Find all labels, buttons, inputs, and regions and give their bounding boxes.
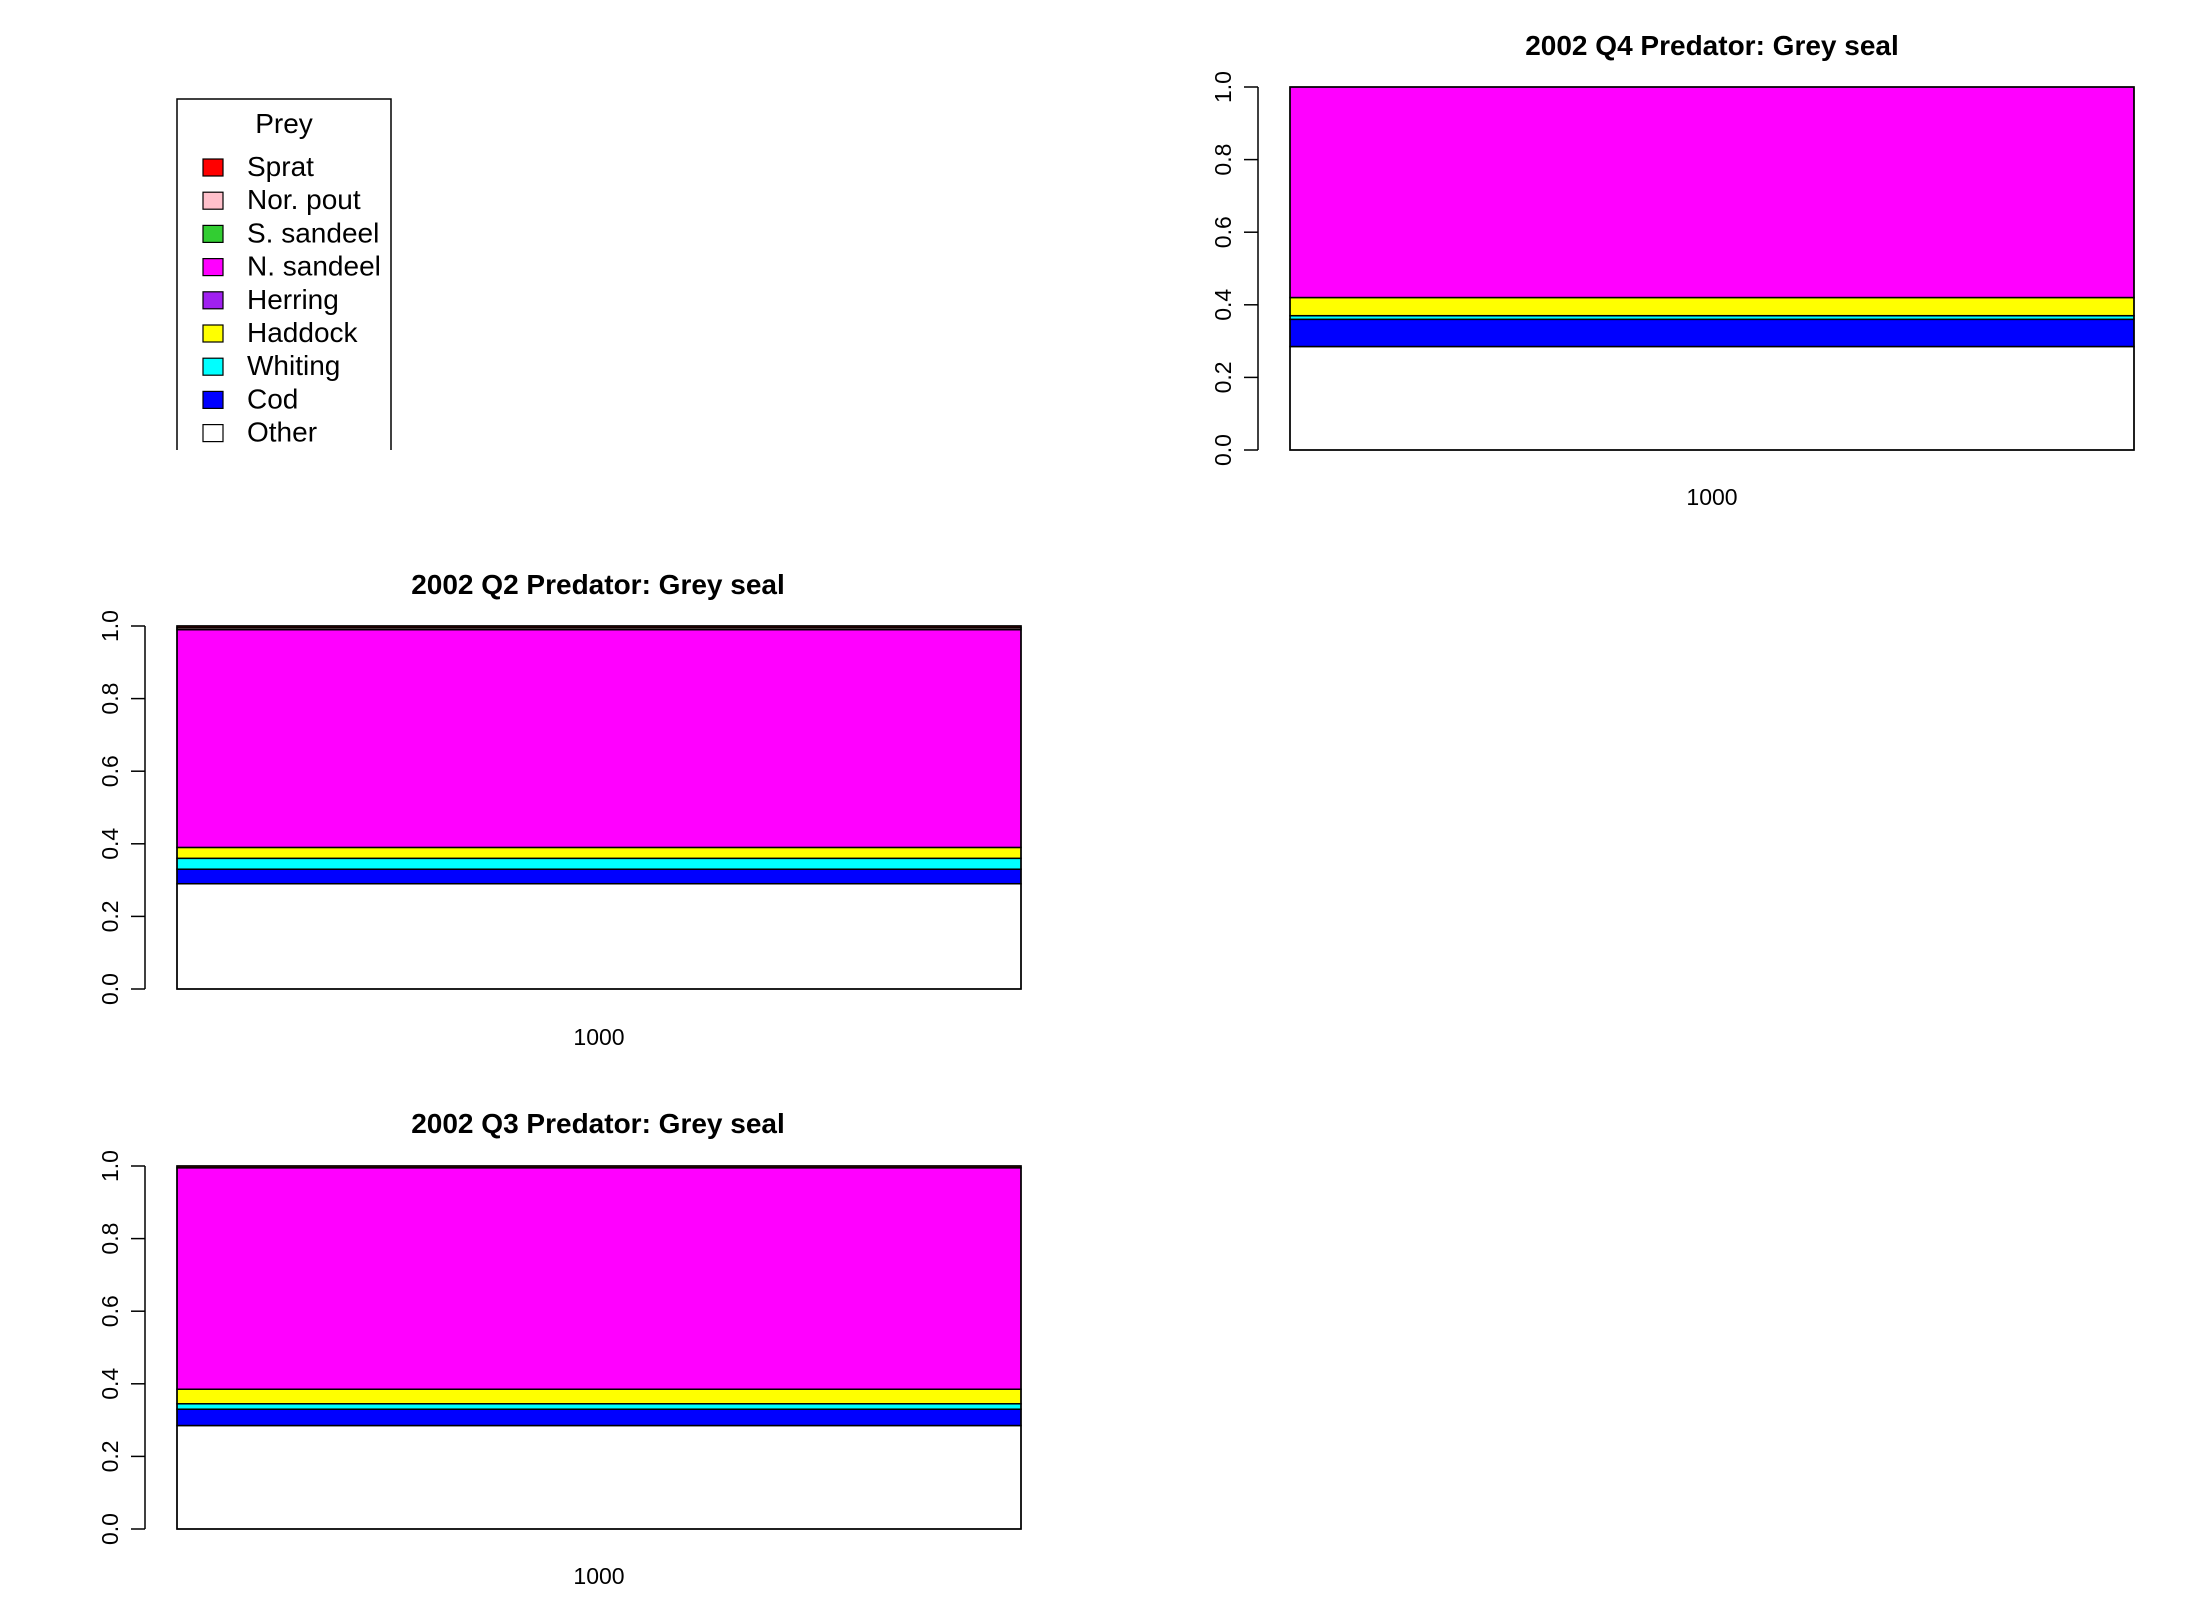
legend-swatch bbox=[202, 191, 224, 210]
panel-title: 2002 Q4 Predator: Grey seal bbox=[1525, 30, 1899, 61]
plot-border bbox=[176, 1165, 1022, 1530]
y-tick-label: 0.8 bbox=[97, 683, 123, 715]
legend-label: Haddock bbox=[247, 317, 359, 348]
y-axis: 0.0 0.2 0.4 0.6 0.8 1.0 bbox=[97, 1150, 146, 1545]
legend-box bbox=[176, 98, 392, 450]
legend-swatch bbox=[202, 324, 224, 343]
legend-swatch bbox=[202, 424, 224, 443]
bar-segment-other bbox=[1289, 345, 2135, 451]
bar-segment-haddock bbox=[176, 846, 1022, 860]
y-tick-label: 0.0 bbox=[97, 1513, 123, 1545]
y-tick-label: 0.6 bbox=[1210, 216, 1236, 248]
y-tick-label: 0.4 bbox=[1210, 289, 1236, 321]
bar-segment-whiting bbox=[176, 1403, 1022, 1410]
legend-swatch bbox=[202, 258, 224, 277]
y-tick-label: 0.4 bbox=[97, 1368, 123, 1400]
y-tick-label: 0.8 bbox=[1210, 144, 1236, 176]
y-tick-label: 1.0 bbox=[1210, 71, 1236, 103]
legend-swatch bbox=[202, 390, 224, 409]
y-axis: 0.0 0.2 0.4 0.6 0.8 1.0 bbox=[1210, 71, 1259, 466]
bar-segment-haddock bbox=[176, 1388, 1022, 1405]
legend-label: Sprat bbox=[247, 151, 314, 182]
legend-swatch bbox=[202, 224, 224, 243]
bar-segment-whiting bbox=[176, 857, 1022, 870]
y-tick-label: 0.6 bbox=[97, 755, 123, 787]
panel-q2: 2002 Q2 Predator: Grey seal 0.0 0.2 0.4 0.6… bbox=[97, 569, 1022, 1050]
y-axis: 0.0 0.2 0.4 0.6 0.8 1.0 bbox=[97, 610, 146, 1005]
y-tick-label: 1.0 bbox=[97, 610, 123, 642]
legend-swatch bbox=[202, 158, 224, 177]
legend-title: Prey bbox=[255, 108, 313, 139]
legend-label: Other bbox=[247, 417, 317, 448]
y-tick-label: 1.0 bbox=[97, 1150, 123, 1182]
x-tick-label: 1000 bbox=[1686, 484, 1737, 510]
bar-stack bbox=[176, 625, 1022, 990]
legend-label: Whiting bbox=[247, 350, 340, 381]
x-tick-label: 1000 bbox=[573, 1024, 624, 1050]
legend-label: Herring bbox=[247, 284, 339, 315]
bar-stack bbox=[1289, 86, 2135, 451]
legend-swatch bbox=[202, 291, 224, 310]
legend-label: Cod bbox=[247, 383, 298, 414]
legend-label: N. sandeel bbox=[247, 251, 381, 282]
x-tick-label: 1000 bbox=[573, 1563, 624, 1589]
y-tick-label: 0.4 bbox=[97, 828, 123, 860]
y-tick-label: 0.0 bbox=[97, 973, 123, 1005]
y-tick-label: 0.2 bbox=[97, 1440, 123, 1472]
bar-segment-other bbox=[176, 1424, 1022, 1530]
bar-segment-cod bbox=[1289, 318, 2135, 348]
bar-segment-cod bbox=[176, 1408, 1022, 1427]
bar-segment-cod bbox=[176, 868, 1022, 885]
bar-segment-n-sandeel bbox=[176, 628, 1022, 849]
y-tick-label: 0.6 bbox=[97, 1295, 123, 1327]
panel-title: 2002 Q3 Predator: Grey seal bbox=[411, 1108, 785, 1139]
bar-segment-n-sandeel bbox=[1289, 86, 2135, 299]
bar-segment-other bbox=[176, 882, 1022, 990]
bar-segment-haddock bbox=[1289, 296, 2135, 317]
y-tick-label: 0.8 bbox=[97, 1223, 123, 1255]
y-tick-label: 0.2 bbox=[97, 900, 123, 932]
panel-title: 2002 Q2 Predator: Grey seal bbox=[411, 569, 785, 600]
legend-label: S. sandeel bbox=[247, 217, 379, 248]
legend-label: Nor. pout bbox=[247, 184, 361, 215]
plot-border bbox=[1289, 86, 2135, 451]
bar-stack bbox=[176, 1165, 1022, 1530]
legend-swatch bbox=[202, 357, 224, 376]
panel-q3: 2002 Q3 Predator: Grey seal 0.0 0.2 0.4 0.6… bbox=[97, 1108, 1022, 1589]
y-tick-label: 0.2 bbox=[1210, 361, 1236, 393]
plot-border bbox=[176, 625, 1022, 990]
y-tick-label: 0.0 bbox=[1210, 434, 1236, 466]
panel-q4: 2002 Q4 Predator: Grey seal 0.0 0.2 0.4 0.6… bbox=[1210, 30, 2135, 510]
bar-segment-n-sandeel bbox=[176, 1167, 1022, 1390]
